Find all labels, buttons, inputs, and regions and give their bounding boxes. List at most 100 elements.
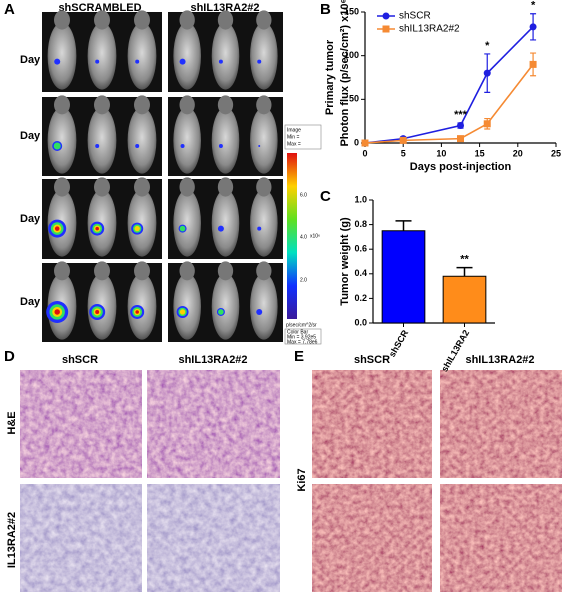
legend-marker <box>382 25 390 33</box>
x-axis-label: Days post-injection <box>410 161 512 173</box>
y-tick-label: 0.8 <box>354 219 367 229</box>
mouse-head <box>94 95 110 115</box>
mouse <box>250 189 278 257</box>
annotation: * <box>485 40 490 52</box>
panel-label: C <box>320 188 331 205</box>
mouse-head <box>94 177 110 197</box>
legend-label: shSCR <box>399 11 431 22</box>
histology-image <box>440 370 562 478</box>
mouse-head <box>179 261 195 281</box>
signal <box>180 143 185 148</box>
colorbar-header: Max = <box>287 141 301 147</box>
mouse <box>47 107 77 174</box>
signal <box>258 144 261 147</box>
signal <box>134 225 140 232</box>
signal <box>54 226 60 231</box>
mouse <box>211 107 240 174</box>
mouse <box>211 273 240 340</box>
legend-label: shIL13RA2#2 <box>399 24 460 35</box>
group-header: shIL13RA2#2 <box>190 2 259 14</box>
mouse <box>87 22 117 90</box>
histology-image <box>312 370 432 478</box>
mouse-head <box>134 10 150 30</box>
signal <box>179 225 186 232</box>
mouse <box>87 107 117 174</box>
mouse-head <box>134 177 150 197</box>
bar <box>442 275 487 324</box>
mouse-head <box>179 10 195 30</box>
mouse-head <box>134 261 150 281</box>
signal <box>135 310 139 314</box>
column-header: shSCR <box>62 354 98 366</box>
legend-marker <box>382 12 390 20</box>
y-tick-label: 50 <box>349 94 359 104</box>
mouse <box>47 22 77 90</box>
group-header: shSCRAMBLED <box>58 2 141 14</box>
y-tick-label: 150 <box>344 6 359 16</box>
y-tick-label: 100 <box>344 50 359 60</box>
mouse-head <box>179 177 195 197</box>
mouse-head <box>256 177 272 197</box>
histology-image <box>147 484 280 592</box>
signal <box>217 225 224 232</box>
x-tick-label: shIL13RA2 <box>439 328 471 373</box>
y-tick-label: 0.2 <box>354 293 367 303</box>
y-axis-label: Primary tumor <box>324 39 336 115</box>
series-line <box>364 63 534 144</box>
mouse <box>173 107 201 174</box>
column-header: shIL13RA2#2 <box>178 354 247 366</box>
histology-image <box>20 484 142 592</box>
panel-label: D <box>4 348 15 365</box>
signal <box>95 226 99 231</box>
x-tick-label: shSCR <box>387 328 411 359</box>
colorbar-footer: Min = 3.92e5 <box>287 334 316 340</box>
signal <box>53 142 61 150</box>
mouse-head <box>179 95 195 115</box>
signal <box>95 143 100 148</box>
mouse-head <box>134 95 150 115</box>
histology-image <box>312 484 432 592</box>
x-tick-label: 0 <box>362 148 367 158</box>
mouse <box>250 273 278 340</box>
y-tick-label: 1.0 <box>354 194 367 204</box>
colorbar-header: Image <box>287 127 301 133</box>
y-tick-label: 0.4 <box>354 268 367 278</box>
x-tick-label: 25 <box>551 148 561 158</box>
series-line <box>364 26 534 144</box>
mouse <box>173 189 201 257</box>
x-tick-label: 15 <box>475 148 485 158</box>
mouse-head <box>217 261 234 281</box>
y-axis-label: Tumor weight (g) <box>339 217 351 306</box>
y-axis-label: Photon flux (p/sec/cm²) x10⁶ <box>339 0 351 147</box>
annotation: ** <box>460 254 469 266</box>
mouse <box>87 189 117 257</box>
signal <box>179 309 186 315</box>
mouse-head <box>256 261 272 281</box>
mouse-head <box>54 95 70 115</box>
signal <box>218 59 223 64</box>
colorbar-tick: 6.0 <box>300 192 307 198</box>
signal <box>256 308 263 315</box>
mouse-head <box>256 95 272 115</box>
colorbar-scale: x10⁶ <box>310 233 320 239</box>
colorbar <box>287 153 297 319</box>
colorbar-unit: p/sec/cm^2/sr <box>286 322 317 328</box>
mouse-head <box>256 10 272 30</box>
signal <box>257 226 262 231</box>
mouse <box>173 273 201 340</box>
mouse-head <box>54 177 70 197</box>
mouse <box>127 273 157 340</box>
annotation: * <box>531 0 536 12</box>
mouse <box>250 107 278 174</box>
histology-image <box>440 484 562 592</box>
marker <box>457 122 464 130</box>
signal <box>135 59 140 64</box>
mouse-head <box>54 261 70 281</box>
panel-label: B <box>320 1 331 18</box>
mouse-head <box>217 177 234 197</box>
y-tick-label: 0 <box>354 137 359 147</box>
row-label: Ki67 <box>296 468 308 491</box>
signal <box>54 309 60 315</box>
colorbar-footer: Max = 7.78e6 <box>287 339 318 345</box>
